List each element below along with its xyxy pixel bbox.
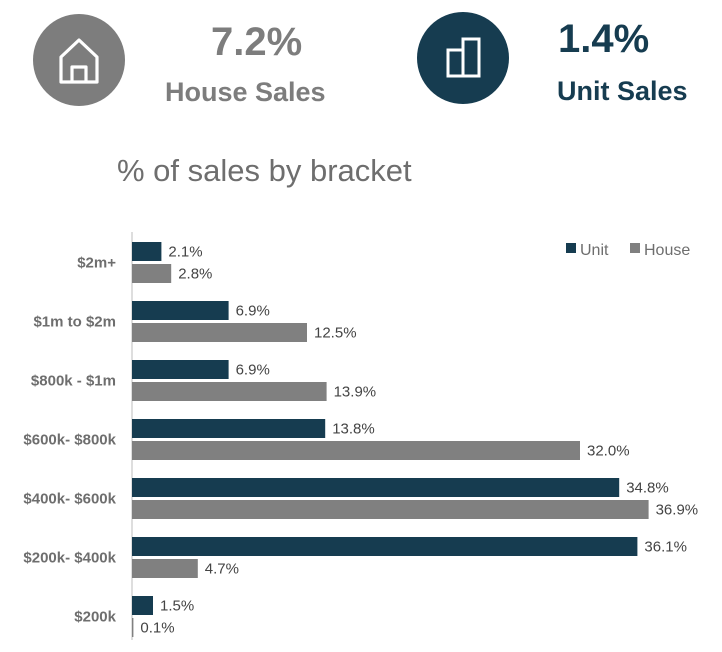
- data-label-unit-600k-800k: 13.8%: [332, 421, 375, 438]
- category-label-800k-1m: $800k - $1m: [31, 373, 116, 390]
- unit-sales-badge: [417, 12, 509, 104]
- bar-unit-800k-1m: [132, 360, 229, 379]
- data-label-house-600k-800k: 32.0%: [587, 443, 630, 460]
- category-label-2m: $2m+: [77, 255, 116, 272]
- legend-swatch-unit: [566, 243, 576, 253]
- chart-title: % of sales by bracket: [117, 153, 412, 188]
- category-label-200k: $200k: [74, 609, 116, 626]
- bar-house-200k: [132, 618, 134, 637]
- bar-house-800k-1m: [132, 382, 327, 401]
- apartment-unit-icon: [446, 37, 481, 78]
- house-sales-label: House Sales: [165, 77, 326, 107]
- category-label-1m-to-2m: $1m to $2m: [33, 314, 116, 331]
- bar-house-1m-to-2m: [132, 323, 307, 342]
- data-label-house-200k-400k: 4.7%: [205, 561, 239, 578]
- data-label-unit-1m-to-2m: 6.9%: [236, 303, 270, 320]
- data-label-house-2m: 2.8%: [178, 266, 212, 283]
- data-label-unit-800k-1m: 6.9%: [236, 362, 270, 379]
- unit-sales-label: Unit Sales: [557, 76, 688, 106]
- data-label-house-200k: 0.1%: [140, 620, 174, 637]
- data-label-house-1m-to-2m: 12.5%: [314, 325, 357, 342]
- bar-house-400k-600k: [132, 500, 649, 519]
- bar-unit-200k-400k: [132, 537, 638, 556]
- category-label-200k-400k: $200k- $400k: [23, 550, 116, 567]
- house-icon: [59, 38, 99, 84]
- bar-unit-200k: [132, 596, 153, 615]
- bar-house-2m: [132, 264, 172, 283]
- data-label-unit-400k-600k: 34.8%: [626, 480, 669, 497]
- bar-unit-600k-800k: [132, 419, 326, 438]
- bar-unit-400k-600k: [132, 478, 620, 497]
- house-sales-value: 7.2%: [211, 20, 303, 64]
- category-label-600k-800k: $600k- $800k: [23, 432, 116, 449]
- category-label-400k-600k: $400k- $600k: [23, 491, 116, 508]
- bar-house-600k-800k: [132, 441, 580, 460]
- legend-swatch-house: [630, 243, 640, 253]
- bar-house-200k-400k: [132, 559, 198, 578]
- unit-sales-value: 1.4%: [558, 17, 650, 61]
- bar-unit-1m-to-2m: [132, 301, 229, 320]
- house-sales-badge: [33, 14, 125, 106]
- data-label-unit-200k-400k: 36.1%: [644, 539, 687, 556]
- legend-label-house: House: [644, 242, 690, 259]
- data-label-house-400k-600k: 36.9%: [656, 502, 699, 519]
- bar-unit-2m: [132, 242, 162, 261]
- legend-label-unit: Unit: [580, 242, 609, 259]
- data-label-unit-200k: 1.5%: [160, 598, 194, 615]
- data-label-house-800k-1m: 13.9%: [334, 384, 377, 401]
- data-label-unit-2m: 2.1%: [168, 244, 202, 261]
